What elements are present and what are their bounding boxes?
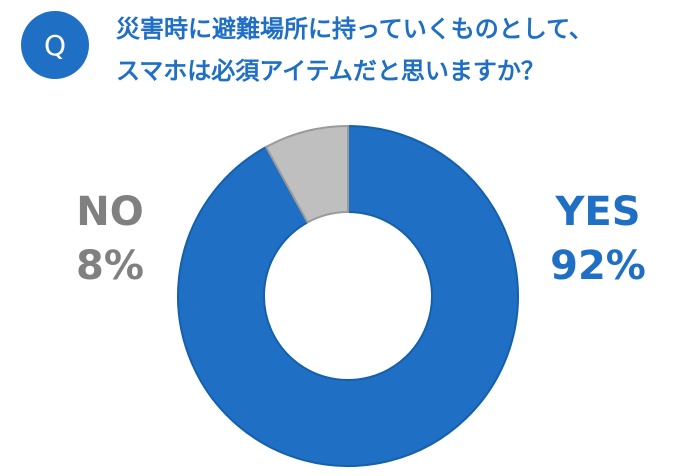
chart-title: 災害時に避難場所に持っていくものとして、 — [116, 15, 593, 43]
chart-title: スマホは必須アイテムだと思いますか？ — [116, 57, 545, 85]
slice-value-label: 8% — [76, 243, 144, 289]
donut-slice — [177, 124, 519, 467]
donut-slice — [264, 124, 349, 224]
slice-category-label: NO — [76, 189, 143, 235]
slice-value-label: 92% — [550, 243, 646, 289]
badge-label: Q — [44, 29, 66, 62]
badge-circle — [21, 11, 89, 79]
slice-category-label: YES — [554, 189, 640, 235]
